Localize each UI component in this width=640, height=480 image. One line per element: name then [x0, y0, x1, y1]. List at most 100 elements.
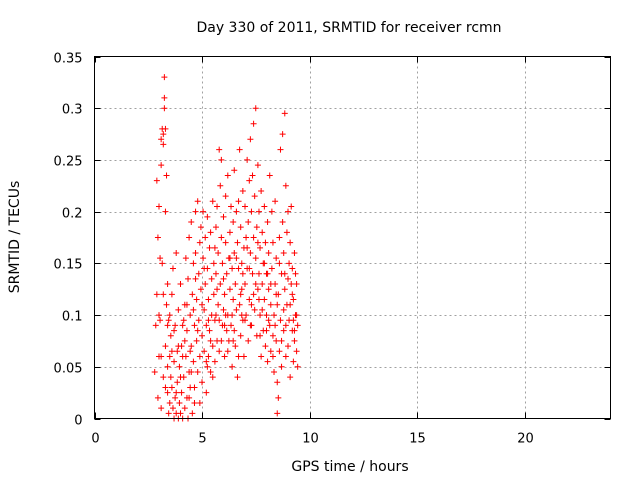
- data-point: [287, 239, 294, 246]
- data-point: [288, 281, 295, 288]
- data-point: [158, 162, 165, 169]
- data-point: [287, 374, 294, 381]
- plot-frame: [94, 56, 611, 419]
- data-point: [252, 255, 259, 262]
- data-point: [292, 270, 299, 277]
- data-point: [280, 306, 287, 313]
- data-point: [269, 353, 276, 360]
- data-point: [210, 291, 217, 298]
- data-point: [181, 405, 188, 412]
- data-point: [172, 322, 179, 329]
- data-point: [263, 312, 270, 319]
- data-point: [279, 218, 286, 225]
- y-tick-label: 0.3: [62, 103, 83, 118]
- data-point: [248, 301, 255, 308]
- data-point: [254, 239, 261, 246]
- data-point: [246, 177, 253, 184]
- data-point: [288, 203, 295, 210]
- data-point: [291, 337, 298, 344]
- data-point: [205, 296, 212, 303]
- data-point: [220, 213, 227, 220]
- data-point: [285, 208, 291, 215]
- data-point: [264, 270, 271, 277]
- data-point: [228, 203, 235, 210]
- data-point: [243, 234, 250, 241]
- data-point: [206, 327, 213, 334]
- data-point: [188, 218, 195, 225]
- data-point: [281, 270, 288, 277]
- data-point: [268, 208, 275, 215]
- data-point: [188, 343, 195, 350]
- data-point: [201, 306, 208, 313]
- data-point: [156, 203, 162, 210]
- data-point: [162, 208, 169, 215]
- data-point: [261, 260, 268, 267]
- data-point: [194, 368, 201, 375]
- data-point: [231, 327, 238, 334]
- data-point: [238, 312, 245, 319]
- data-point: [165, 410, 172, 417]
- y-tick-label: 0.1: [62, 310, 83, 325]
- data-point: [232, 281, 239, 288]
- data-point: [273, 291, 280, 298]
- data-point: [171, 327, 178, 334]
- data-point: [222, 312, 229, 319]
- x-axis-label: GPS time / hours: [291, 459, 408, 475]
- data-point: [238, 286, 245, 293]
- data-point: [206, 244, 213, 251]
- data-point: [279, 131, 286, 138]
- data-point: [197, 224, 204, 231]
- data-point: [236, 301, 243, 308]
- data-point: [197, 286, 204, 293]
- data-point: [272, 322, 279, 329]
- grid-lines: [94, 56, 611, 419]
- data-point: [164, 322, 171, 329]
- data-point: [224, 348, 231, 355]
- data-point: [221, 353, 228, 360]
- x-tick-label: 10: [302, 432, 319, 447]
- data-point: [221, 322, 228, 329]
- data-point: [158, 353, 165, 360]
- data-point: [192, 250, 199, 257]
- data-point: [277, 146, 284, 153]
- data-point: [264, 218, 271, 225]
- data-point: [290, 358, 297, 365]
- data-point: [290, 296, 297, 303]
- data-point: [153, 177, 160, 184]
- data-point: [235, 265, 242, 272]
- data-point: [174, 348, 181, 355]
- data-point: [233, 255, 240, 262]
- data-point: [199, 301, 205, 308]
- x-tick-label: 15: [409, 432, 426, 447]
- data-point: [216, 317, 223, 324]
- data-point: [246, 296, 253, 303]
- data-point: [220, 275, 227, 282]
- data-point: [253, 224, 260, 231]
- data-point: [257, 312, 264, 319]
- data-point: [157, 255, 164, 262]
- data-point: [275, 394, 282, 401]
- data-point: [216, 348, 223, 355]
- data-point: [203, 358, 210, 365]
- data-point: [202, 281, 209, 288]
- data-point: [244, 156, 251, 163]
- data-point: [161, 94, 168, 101]
- data-point: [187, 348, 194, 355]
- data-point: [160, 374, 167, 381]
- axis-ticks: 0 0.05 0.1 0.15 0.2 0.25 0.3 0.35 0 5 10 15 20: [54, 52, 611, 447]
- data-point: [192, 208, 199, 215]
- data-point: [255, 270, 262, 277]
- data-point: [161, 105, 168, 112]
- data-point: [173, 389, 180, 396]
- data-point: [280, 250, 287, 257]
- data-point: [291, 327, 298, 334]
- data-point: [282, 353, 289, 360]
- data-point: [285, 343, 291, 350]
- data-point: [261, 203, 268, 210]
- data-point: [194, 198, 201, 205]
- data-point: [195, 317, 202, 324]
- data-point: [280, 327, 287, 334]
- data-point: [239, 270, 246, 277]
- x-tick-label: 5: [198, 432, 206, 447]
